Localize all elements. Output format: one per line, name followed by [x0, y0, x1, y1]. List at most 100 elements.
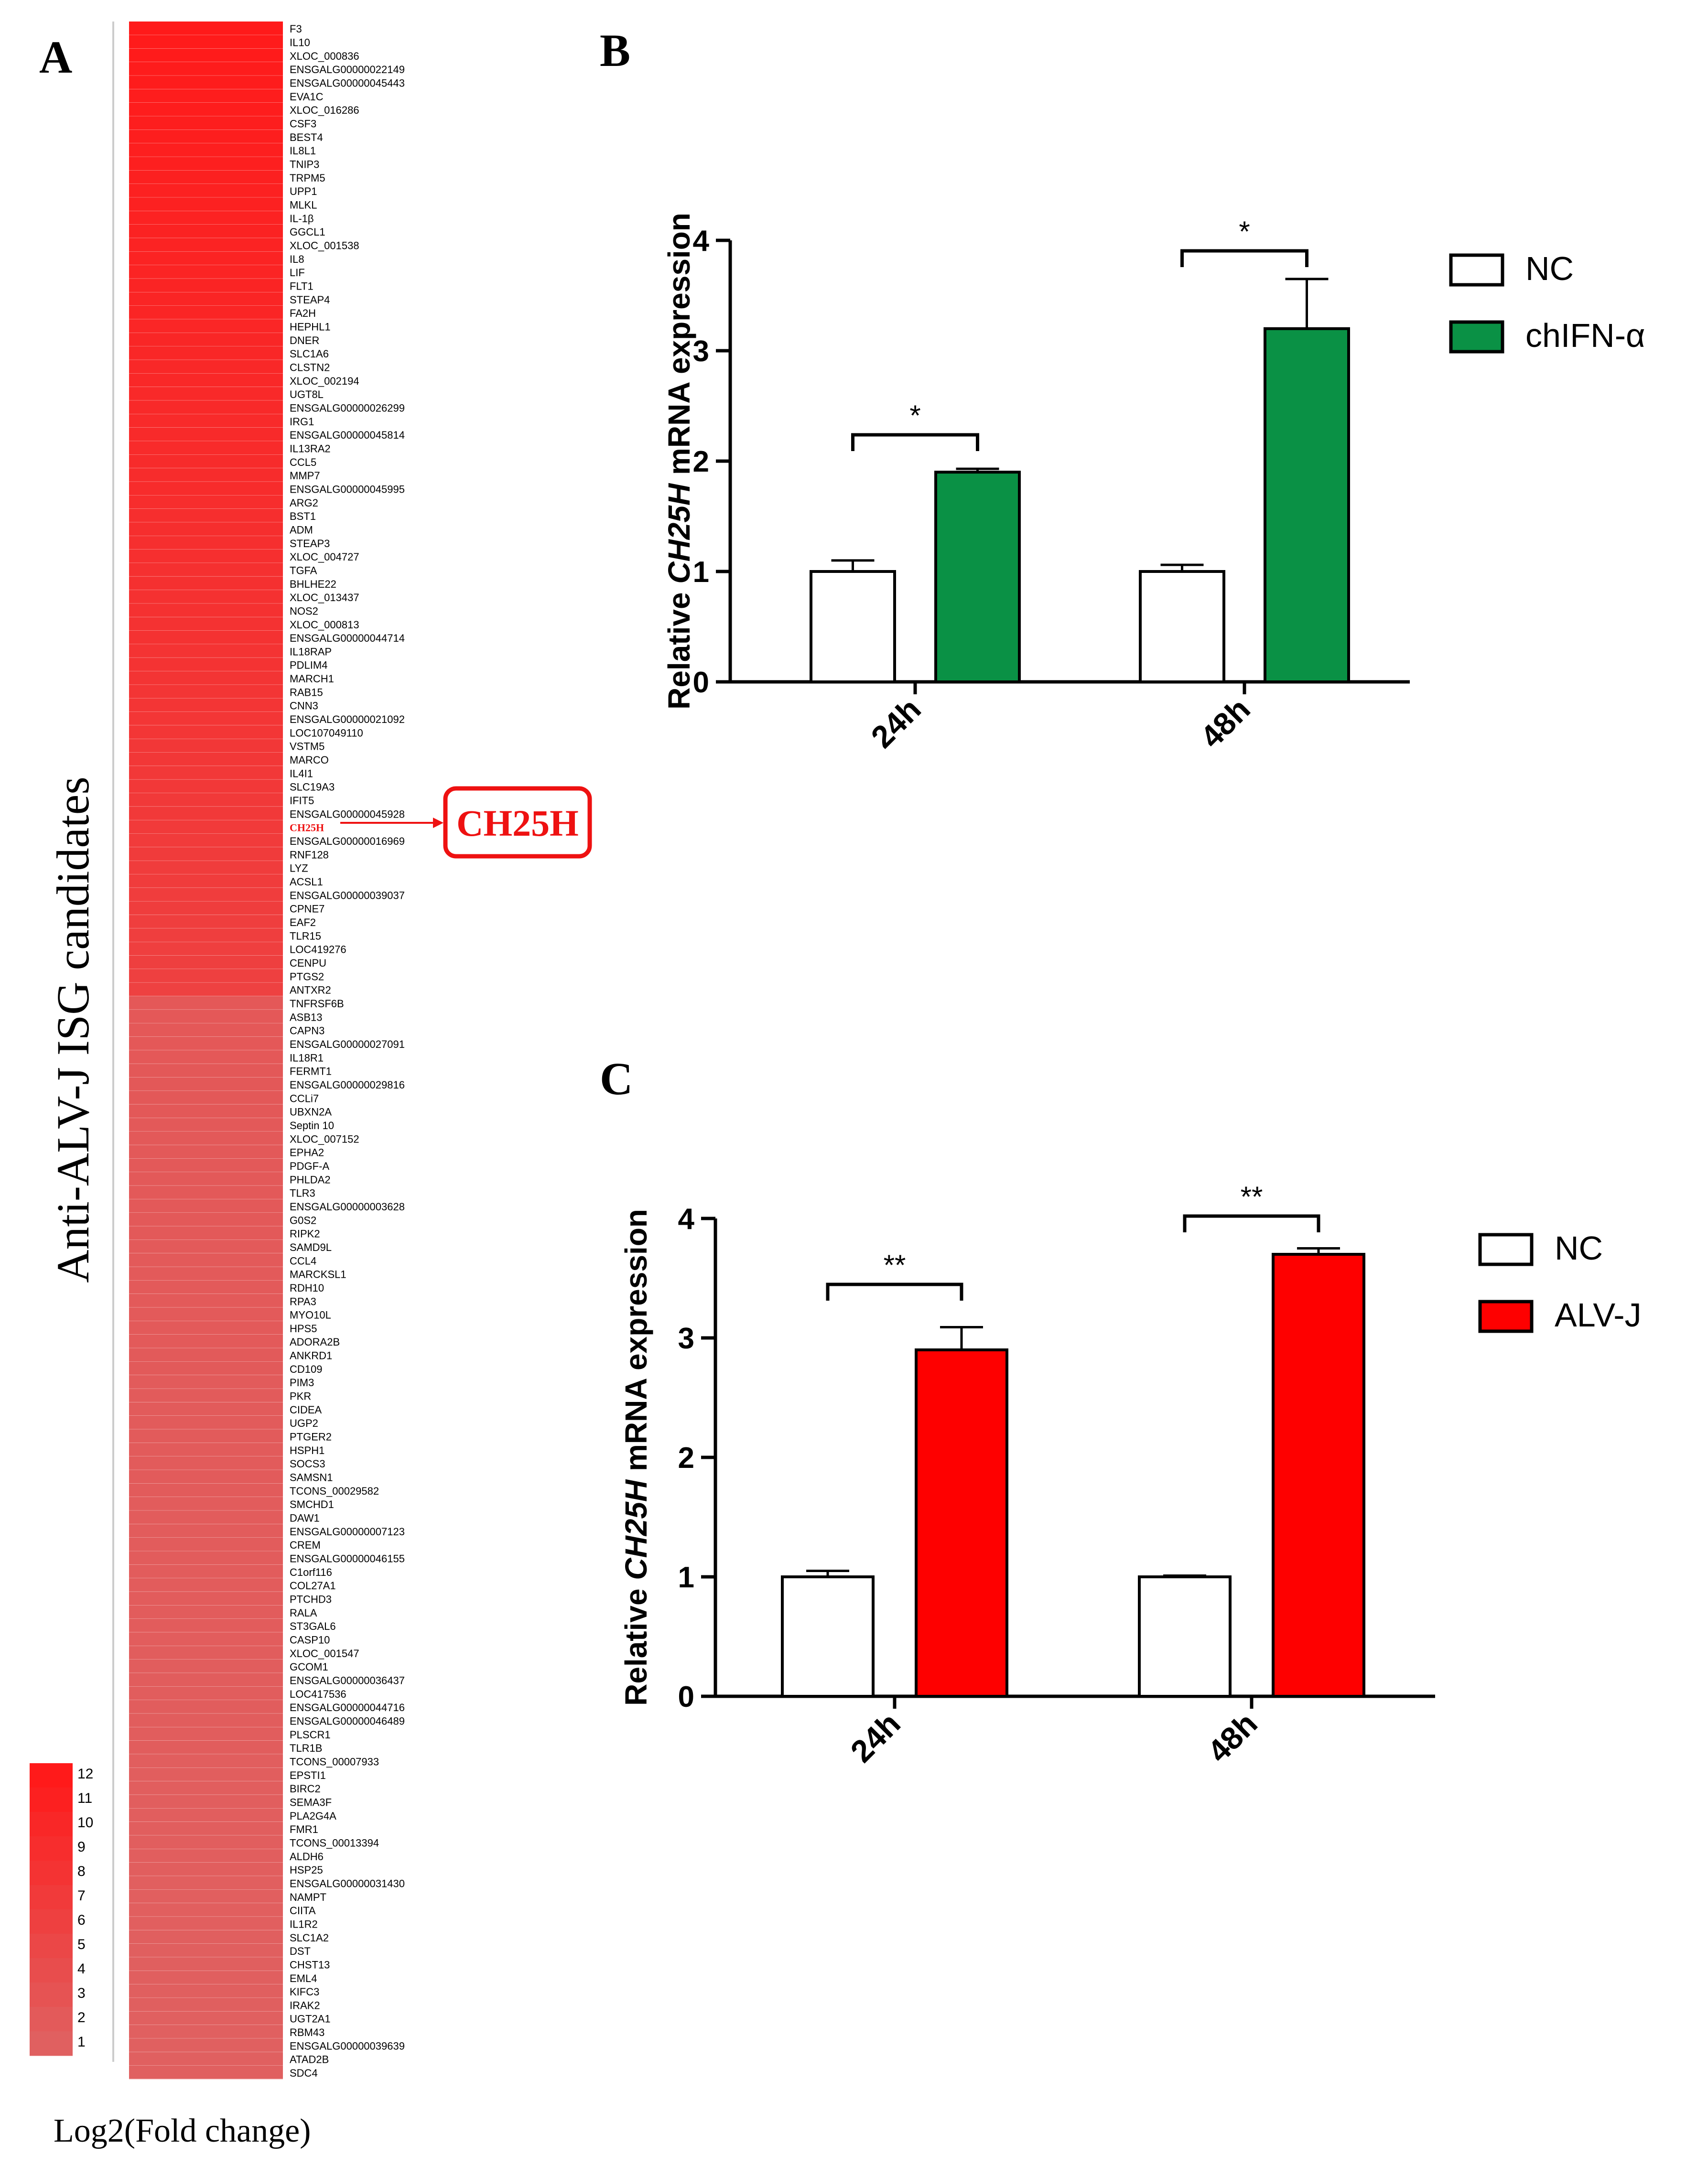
heatmap-cell: [129, 1335, 283, 1348]
heatmap-cell: [129, 1443, 283, 1457]
legend-swatch: [30, 1836, 73, 1861]
gene-label: ENSGALG00000003628: [290, 1201, 405, 1213]
legend-label: NC: [1555, 1229, 1603, 1267]
gene-label: RALA: [290, 1607, 317, 1619]
heatmap-cell: [129, 1781, 283, 1795]
gene-label: CIDEA: [290, 1404, 322, 1416]
heatmap-cell: [129, 1971, 283, 1985]
gene-label: IFIT5: [290, 795, 314, 807]
legend-swatch: [30, 2007, 73, 2032]
significance-bracket: [826, 1282, 963, 1301]
heatmap-cell: [129, 1280, 283, 1294]
gene-label: GGCL1: [290, 226, 325, 238]
heatmap-cell: [129, 522, 283, 536]
heatmap-cell: [129, 1903, 283, 1917]
gene-label: TGFA: [290, 564, 317, 576]
heatmap-cell: [129, 1429, 283, 1444]
heatmap-cell: [129, 590, 283, 604]
gene-label: ENSGALG00000031430: [290, 1877, 405, 1889]
heatmap-y-label: Anti-ALV-J ISG candidates: [47, 776, 98, 1282]
gene-label: MLKL: [290, 199, 317, 211]
heatmap-cell: [129, 779, 283, 794]
heatmap-cell: [129, 48, 283, 63]
legend-tick-label: 12: [77, 1766, 93, 1782]
legend-tick-label: 3: [77, 1985, 86, 2001]
gene-label: IL-1β: [290, 213, 314, 225]
heatmap-cell: [129, 75, 283, 90]
gene-label: UBXN2A: [290, 1106, 332, 1118]
heatmap-cell: [129, 265, 283, 279]
gene-label: IL18RAP: [290, 646, 332, 657]
heatmap-cell: [129, 1835, 283, 1849]
heatmap-cell: [129, 1415, 283, 1430]
heatmap-cell: [129, 752, 283, 766]
heatmap-cell: [129, 1131, 283, 1145]
gene-label: ENSGALG00000044714: [290, 632, 405, 644]
heatmap-cell: [129, 1307, 283, 1322]
legend-swatch: [30, 1885, 73, 1910]
gene-label: HEPHL1: [290, 321, 331, 333]
heatmap-cell: [129, 1795, 283, 1809]
gene-label: SEMA3F: [290, 1796, 332, 1808]
gene-label: HPS5: [290, 1323, 317, 1335]
heatmap-cell: [129, 102, 283, 117]
gene-label: ENSGALG00000007123: [290, 1526, 405, 1538]
gene-label: MMP7: [290, 470, 320, 482]
gene-label: SDC4: [290, 2067, 318, 2079]
heatmap-cell: [129, 1957, 283, 1971]
gene-label: TLR1B: [290, 1742, 322, 1754]
gene-label: STEAP4: [290, 294, 330, 306]
legend-label: ALV-J: [1555, 1296, 1642, 1334]
gene-label: XLOC_000813: [290, 619, 359, 631]
heatmap-cell: [129, 1686, 283, 1701]
y-tick-label: 1: [678, 1561, 694, 1594]
heatmap-cell: [129, 1456, 283, 1470]
heatmap-cell: [129, 1294, 283, 1308]
heatmap-cell: [129, 157, 283, 171]
heatmap-cell: [129, 2038, 283, 2052]
heatmap-cell: [129, 1267, 283, 1281]
gene-label: XLOC_002194: [290, 375, 359, 387]
heatmap-cell: [129, 1010, 283, 1024]
gene-label: FA2H: [290, 307, 316, 319]
heatmap-cell: [129, 996, 283, 1010]
y-tick-label: 3: [693, 335, 709, 368]
gene-label: DNER: [290, 334, 319, 346]
gene-label: LOC107049110: [290, 727, 363, 739]
heatmap-cell: [129, 915, 283, 929]
gene-label: ENSGALG00000021092: [290, 713, 405, 725]
heatmap-cell: [129, 711, 283, 726]
y-label-suffix: mRNA expression: [619, 1209, 653, 1480]
heatmap-cell: [129, 1943, 283, 1958]
gene-label: BHLHE22: [290, 578, 336, 590]
legend-swatch-chifn-: [1449, 320, 1504, 354]
gene-label: BIRC2: [290, 1783, 321, 1795]
y-tick-label: 0: [678, 1681, 694, 1713]
heatmap-cell: [129, 2025, 283, 2039]
bar-chart-c: 0 1 2 3 4 Relative CH25H mRNA expression 24h **…: [619, 1181, 1642, 1769]
bar-nc-24h: [810, 570, 896, 683]
legend-swatch: [30, 2031, 73, 2056]
heatmap-cell: [129, 847, 283, 861]
heatmap-cell: [129, 1984, 283, 1998]
gene-label: SLC1A2: [290, 1932, 329, 1944]
y-tick-label: 4: [693, 225, 710, 258]
gene-label: MARCH1: [290, 673, 334, 685]
gene-label: TLR3: [290, 1187, 315, 1199]
gene-label: ENSGALG00000016969: [290, 835, 405, 847]
legend-tick-label: 11: [77, 1790, 92, 1806]
heatmap-cell: [129, 874, 283, 888]
heatmap-cell: [129, 1524, 283, 1538]
gene-label: MARCKSL1: [290, 1269, 346, 1281]
y-label-gene: CH25H: [619, 1479, 653, 1580]
heatmap-cell: [129, 1713, 283, 1727]
gene-label: NOS2: [290, 605, 318, 617]
heatmap-cell: [129, 1917, 283, 1930]
gene-label: GCOM1: [290, 1661, 328, 1673]
x-tick-label: 24h: [864, 691, 928, 755]
gene-label: SAMD9L: [290, 1241, 332, 1253]
gene-label: EPHA2: [290, 1147, 324, 1159]
gene-label: LOC417536: [290, 1688, 346, 1700]
heatmap-cell: [129, 1253, 283, 1267]
